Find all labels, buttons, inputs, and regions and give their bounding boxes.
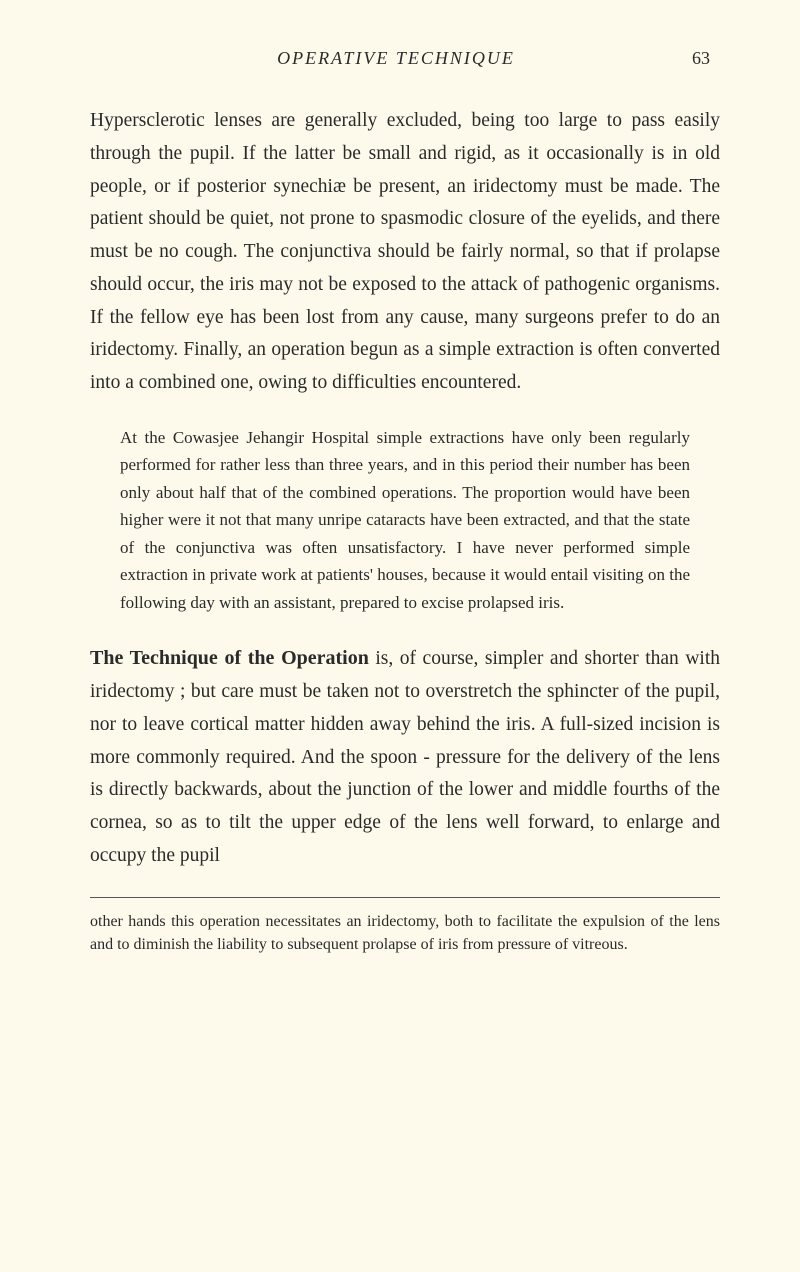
section-heading-technique: The Technique of the Operation [90, 647, 369, 669]
footnote-divider [90, 897, 720, 898]
paragraph-1: Hypersclerotic lenses are generally excl… [90, 105, 720, 400]
running-title: OPERATIVE TECHNIQUE [100, 48, 692, 69]
paragraph-3: The Technique of the Operation is, of co… [90, 642, 720, 872]
page-number: 63 [692, 48, 710, 69]
page-header: OPERATIVE TECHNIQUE 63 [90, 48, 720, 69]
paragraph-3-body: is, of course, simpler and shorter than … [90, 648, 720, 866]
footnote-text: other hands this operation necessitates … [90, 910, 720, 956]
paragraph-2-indented: At the Cowasjee Jehangir Hospital simple… [90, 424, 720, 617]
